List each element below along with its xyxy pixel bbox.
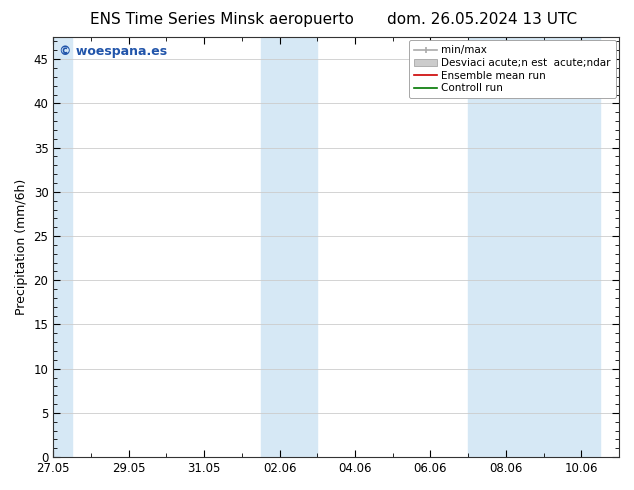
Text: dom. 26.05.2024 13 UTC: dom. 26.05.2024 13 UTC (387, 12, 577, 27)
Bar (468, 37, 600, 457)
Bar (261, 37, 317, 457)
Bar (49, 37, 72, 457)
Y-axis label: Precipitation (mm/6h): Precipitation (mm/6h) (15, 179, 28, 315)
Text: © woespana.es: © woespana.es (59, 46, 167, 58)
Text: ENS Time Series Minsk aeropuerto: ENS Time Series Minsk aeropuerto (90, 12, 354, 27)
Legend: min/max, Desviaci acute;n est  acute;ndar, Ensemble mean run, Controll run: min/max, Desviaci acute;n est acute;ndar… (409, 40, 616, 98)
